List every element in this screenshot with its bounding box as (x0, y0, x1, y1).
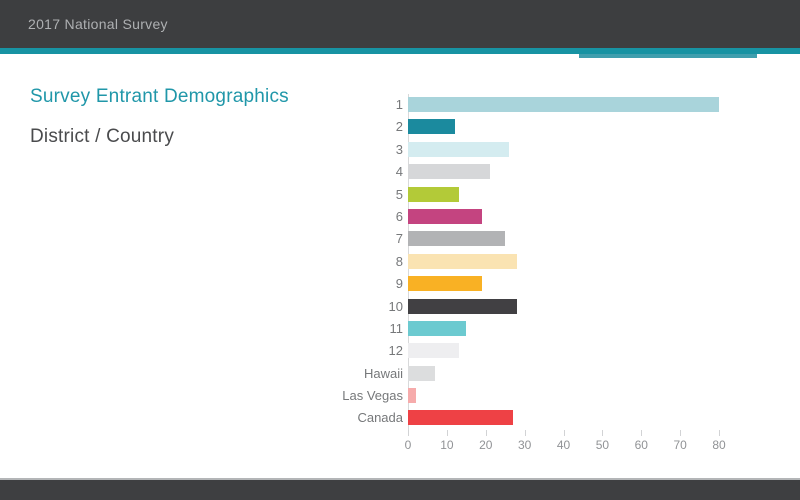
bar-chart: 1 2 3 4 5 6 7 8 9 10 11 12 Hawaii Las Vegas Canada 0 10… (340, 94, 770, 454)
page-title: Survey Entrant Demographics (30, 86, 289, 107)
bar-row: 11 (340, 318, 770, 340)
axis-tick (680, 429, 682, 436)
axis-tick-label: 0 (404, 437, 412, 452)
bar-row: 3 (340, 139, 770, 161)
bar (408, 231, 506, 247)
bar-row: 12 (340, 340, 770, 362)
bar (408, 141, 510, 157)
page-subtitle: District / Country (30, 126, 175, 147)
bar (408, 119, 455, 135)
category-label: 10 (388, 298, 403, 314)
bar-row: Las Vegas (340, 385, 770, 407)
axis-tick (485, 429, 487, 436)
axis-tick-label: 40 (556, 437, 571, 452)
bar-row: Hawaii (340, 363, 770, 385)
axis-tick (641, 429, 643, 436)
bar (408, 97, 719, 112)
bar-track (408, 407, 770, 429)
bar-track (408, 228, 770, 250)
bar-track (408, 251, 770, 273)
axis-tick-label: 10 (440, 437, 454, 452)
bar (408, 208, 482, 224)
category-label: Hawaii (363, 365, 403, 381)
axis-tick (719, 429, 720, 436)
bar-row: 6 (340, 206, 770, 228)
bar (408, 164, 490, 180)
bar-track (408, 116, 770, 138)
bar-track (408, 385, 770, 407)
x-axis-labels: 0 10 20 30 40 50 60 70 80 (404, 437, 770, 454)
bar-track (408, 296, 770, 318)
category-label: 12 (388, 343, 403, 359)
bar-row: 7 (340, 228, 770, 250)
bar-track (408, 363, 770, 385)
category-label: 3 (395, 141, 403, 157)
bar-track (408, 318, 770, 340)
category-label: 11 (389, 320, 404, 336)
category-label: Las Vegas (342, 388, 403, 404)
axis-tick (602, 429, 604, 436)
axis-tick (408, 429, 409, 436)
axis-tick-label: 30 (517, 437, 532, 452)
axis-tick-label: 60 (634, 437, 648, 452)
bar-track (408, 94, 770, 116)
axis-tick (446, 429, 448, 436)
bar (408, 365, 436, 381)
axis-tick-label: 20 (479, 437, 493, 452)
accent-tab (579, 54, 757, 58)
category-label: 4 (395, 164, 403, 180)
axis-tick (524, 429, 526, 436)
axis-tick (563, 429, 565, 436)
header-bar: 2017 National Survey (0, 0, 800, 48)
header-title: 2017 National Survey (28, 16, 168, 32)
bar (408, 343, 459, 359)
x-axis-ticks (408, 429, 770, 436)
category-label: 8 (395, 253, 403, 269)
bar (408, 320, 467, 336)
axis-tick-label: 70 (673, 437, 687, 452)
bar-track (408, 184, 770, 206)
bar (408, 388, 416, 404)
bar-row: 1 (340, 94, 770, 116)
bar-row: 10 (340, 296, 770, 318)
bar-row: 2 (340, 116, 770, 138)
category-label: 5 (395, 186, 403, 202)
bar-row: 9 (340, 273, 770, 295)
bar-row: Canada (340, 407, 770, 429)
bar (408, 186, 459, 202)
bar (408, 276, 482, 292)
bar-track (408, 139, 770, 161)
chart-plot-area: 1 2 3 4 5 6 7 8 9 10 11 12 Hawaii Las Vegas Canada (340, 94, 770, 430)
category-label: 2 (395, 119, 403, 135)
category-label: 6 (395, 208, 403, 224)
axis-tick-label: 80 (712, 437, 726, 452)
bar (408, 410, 513, 426)
category-label: 9 (395, 276, 403, 292)
bar-row: 8 (340, 251, 770, 273)
axis-tick-label: 50 (595, 437, 610, 452)
bar-track (408, 273, 770, 295)
bar-row: 5 (340, 184, 770, 206)
footer-bar (0, 478, 800, 500)
bar-track (408, 206, 770, 228)
category-label: 7 (395, 231, 403, 247)
accent-strip (0, 48, 800, 54)
bar-track (408, 340, 770, 362)
bar (408, 298, 517, 314)
bar (408, 253, 517, 269)
category-label: Canada (357, 410, 403, 426)
bar-track (408, 161, 770, 183)
bar-row: 4 (340, 161, 770, 183)
category-label: 1 (395, 97, 403, 112)
